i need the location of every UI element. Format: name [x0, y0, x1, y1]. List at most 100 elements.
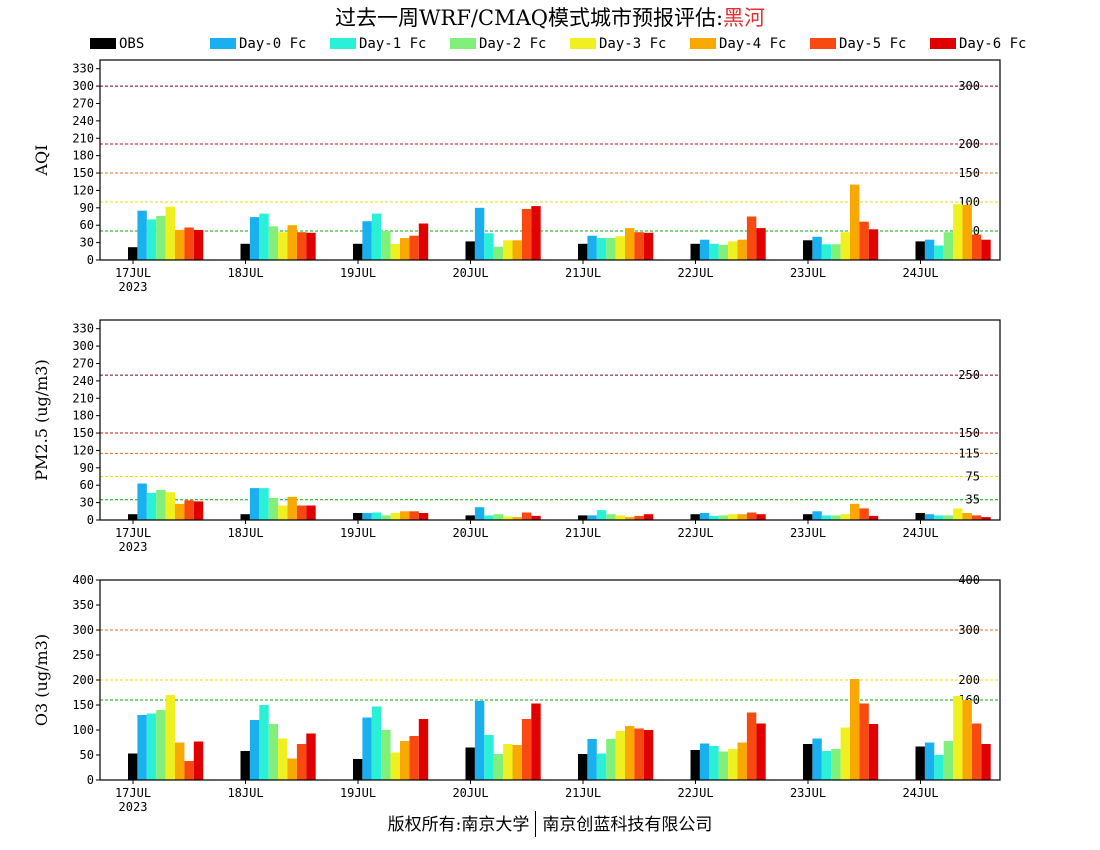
x-tick-label: 24JUL	[902, 266, 938, 280]
bar-day-4-fc	[287, 496, 297, 520]
bar-obs	[803, 514, 813, 520]
reference-line-label: 150	[958, 426, 980, 440]
x-tick-label: 24JUL	[902, 786, 938, 800]
reference-line-label: 300	[958, 623, 980, 637]
bar-day-5-fc	[296, 505, 307, 520]
bar-day-2-fc	[493, 514, 504, 520]
x-tick-label: 19JUL	[340, 786, 376, 800]
bar-obs	[803, 240, 813, 260]
bar-day-3-fc	[278, 505, 288, 520]
page-title: 过去一周WRF/CMAQ模式城市预报评估:黑河	[0, 2, 1100, 32]
legend: OBS Day-0 Fc Day-1 Fc Day-2 Fc Day-3 Fc Day-4…	[0, 36, 1100, 54]
plot-frame	[99, 59, 1001, 261]
bar-day-3-fc	[390, 513, 400, 520]
bar-day-4-fc	[175, 742, 185, 780]
x-tick-label: 24JUL	[902, 526, 938, 540]
bar-day-3-fc	[165, 695, 175, 780]
bar-day-6-fc	[756, 228, 766, 260]
bar-day-4-fc	[400, 238, 410, 260]
bar-day-3-fc	[615, 236, 625, 260]
y-tick-label: 210	[72, 131, 94, 145]
bar-day-1-fc	[709, 243, 719, 260]
bar-day-6-fc	[981, 239, 991, 260]
bar-day-6-fc	[306, 232, 316, 260]
y-tick-label: 400	[72, 573, 94, 587]
bar-day-4-fc	[625, 517, 635, 520]
y-tick-label: 300	[72, 623, 94, 637]
bar-day-2-fc	[268, 724, 279, 780]
bar-day-5-fc	[184, 500, 194, 520]
y-tick-label: 0	[87, 773, 94, 787]
bar-day-4-fc	[625, 228, 635, 260]
y-axis-label: O3 (ug/m3)	[32, 634, 51, 726]
bar-day-1-fc	[934, 245, 944, 260]
x-tick-label: 20JUL	[452, 786, 488, 800]
y-tick-label: 300	[72, 339, 94, 353]
bar-day-1-fc	[371, 706, 382, 780]
legend-swatch	[90, 38, 116, 49]
bar-day-0-fc	[137, 483, 147, 520]
bar-day-1-fc	[596, 753, 607, 780]
y-tick-label: 100	[72, 723, 94, 737]
bar-day-0-fc	[587, 235, 597, 260]
bar-obs	[915, 513, 925, 520]
bar-day-0-fc	[362, 717, 372, 780]
bar-day-5-fc	[409, 235, 419, 260]
legend-swatch	[450, 38, 476, 49]
bar-obs	[240, 751, 250, 780]
bar-day-3-fc	[503, 516, 513, 520]
reference-line-label: 35	[966, 493, 980, 507]
bar-day-4-fc	[400, 511, 410, 520]
bar-day-5-fc	[521, 719, 532, 780]
y-tick-label: 250	[72, 648, 94, 662]
bar-day-6-fc	[418, 223, 429, 260]
bar-obs	[578, 515, 588, 520]
bar-obs	[578, 243, 588, 260]
bar-obs	[240, 243, 250, 260]
bar-day-0-fc	[474, 507, 485, 520]
y-tick-label: 60	[80, 478, 94, 492]
bar-day-1-fc	[146, 219, 157, 260]
bar-day-1-fc	[259, 213, 269, 260]
bar-day-6-fc	[306, 733, 316, 780]
x-tick-label: 22JUL	[677, 786, 713, 800]
bar-day-5-fc	[746, 216, 757, 260]
bar-day-2-fc	[381, 730, 391, 780]
y-tick-label: 330	[72, 322, 94, 336]
bar-day-0-fc	[924, 239, 935, 260]
bar-day-0-fc	[249, 488, 260, 520]
reference-line-label: 200	[958, 673, 980, 687]
bar-obs	[690, 514, 700, 520]
bar-day-0-fc	[362, 221, 372, 260]
legend-item-day-4-fc: Day-4 Fc	[690, 36, 786, 54]
bar-day-4-fc	[175, 229, 185, 260]
bar-day-3-fc	[728, 514, 738, 520]
bar-day-5-fc	[521, 512, 532, 520]
y-tick-label: 270	[72, 356, 94, 370]
bar-obs	[690, 750, 700, 780]
legend-swatch	[810, 38, 836, 49]
bar-obs	[128, 753, 138, 780]
x-tick-label: 19JUL	[340, 266, 376, 280]
y-tick-label: 270	[72, 96, 94, 110]
bar-day-2-fc	[493, 754, 504, 780]
bar-obs	[915, 241, 925, 260]
x-tick-label: 17JUL	[115, 266, 151, 280]
bar-obs	[915, 746, 925, 780]
bar-day-4-fc	[737, 239, 747, 260]
bar-obs	[465, 747, 475, 780]
bar-day-0-fc	[812, 738, 822, 780]
bar-day-3-fc	[728, 241, 738, 260]
bar-day-6-fc	[756, 514, 766, 520]
bar-day-2-fc	[831, 749, 841, 780]
bar-day-1-fc	[484, 233, 494, 260]
y-tick-label: 120	[72, 183, 94, 197]
y-tick-label: 240	[72, 114, 94, 128]
bar-day-6-fc	[981, 517, 991, 520]
plot-frame	[99, 319, 1001, 521]
chart-aqi: 3002001501005003060901201501802102402703…	[32, 59, 1001, 294]
footer: 版权所有:南京大学 南京创蓝科技有限公司	[0, 810, 1100, 837]
bar-day-2-fc	[606, 739, 616, 780]
bar-day-1-fc	[821, 515, 832, 520]
x-tick-label: 21JUL	[565, 786, 601, 800]
